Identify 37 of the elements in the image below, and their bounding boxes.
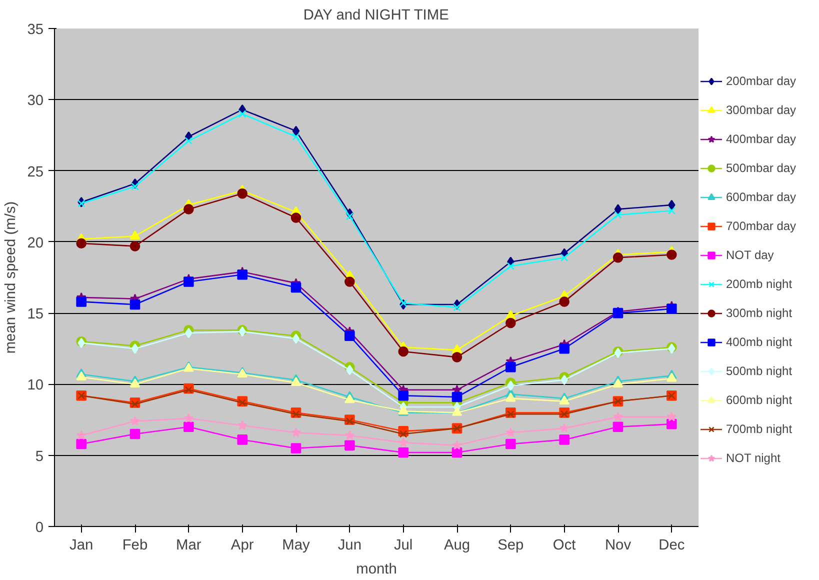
x-tick-label: May xyxy=(282,538,311,554)
x-axis-title: month xyxy=(356,562,397,578)
legend-label: 700mb night xyxy=(726,421,792,437)
legend-label: 300mb night xyxy=(726,305,792,321)
x-tick-label: Mar xyxy=(176,538,202,554)
x-tick-label: Nov xyxy=(604,538,632,554)
x-tick-label: Aug xyxy=(444,538,470,554)
legend-label: 200mbar day xyxy=(726,73,796,89)
x-tick-label: Feb xyxy=(122,538,148,554)
legend-label: 600mb night xyxy=(726,392,792,408)
y-axis-title: mean wind speed (m/s) xyxy=(3,201,20,354)
x-tick-label: Dec xyxy=(658,538,685,554)
legend-label: 700mbar day xyxy=(726,218,796,234)
legend-label: 300mbar day xyxy=(726,102,796,118)
x-tick-label: Oct xyxy=(552,538,576,554)
x-tick-label: Sep xyxy=(498,538,524,554)
y-tick-label: 15 xyxy=(27,306,44,323)
y-tick-label: 10 xyxy=(27,378,44,394)
y-tick-label: 0 xyxy=(35,520,44,536)
legend-label: 400mbar day xyxy=(726,131,796,147)
y-tick-label: 25 xyxy=(27,164,44,180)
legend-label: 500mbar day xyxy=(726,160,796,176)
y-tick-label: 5 xyxy=(35,448,44,465)
legend-label: 600mbar day xyxy=(726,189,796,205)
legend-label: NOT day xyxy=(726,247,774,263)
legend-label: NOT night xyxy=(726,450,780,466)
x-tick-label: Jul xyxy=(394,538,413,554)
chart-title: DAY and NIGHT TIME xyxy=(303,8,450,24)
y-tick-label: 30 xyxy=(27,93,44,110)
y-tick-label: 20 xyxy=(27,235,44,252)
y-tick-label: 35 xyxy=(27,22,44,38)
legend-label: 200mb night xyxy=(726,276,792,292)
x-tick-label: Apr xyxy=(230,538,254,554)
x-tick-label: Jan xyxy=(70,538,94,554)
legend-label: 500mb night xyxy=(726,363,792,379)
x-tick-label: Jun xyxy=(338,538,362,554)
legend-label: 400mb night xyxy=(726,334,792,350)
